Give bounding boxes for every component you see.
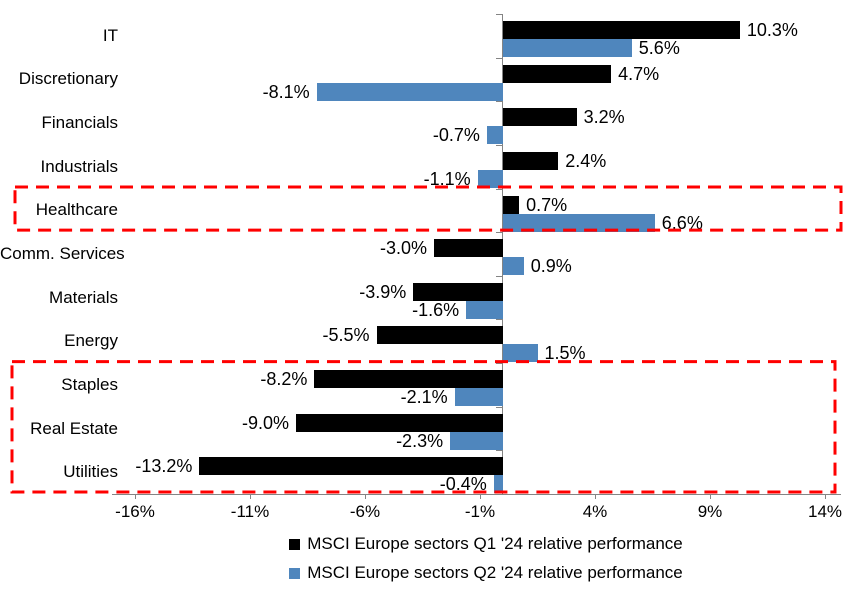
y-axis-tick: [496, 450, 502, 451]
category-label-staples: Staples: [61, 375, 118, 394]
legend-label-q1: MSCI Europe sectors Q1 '24 relative perf…: [307, 534, 683, 553]
category-label-healthcare: Healthcare: [35, 200, 118, 219]
category-label-discretionary: Discretionary: [18, 69, 118, 88]
x-tick-label-14: 14%: [807, 502, 843, 521]
y-axis-tick: [496, 407, 502, 408]
category-label-comm-services: Comm. Services: [0, 244, 125, 263]
bar-q1-materials: [413, 282, 503, 301]
bar-q1-discretionary: [503, 64, 612, 83]
x-tick-label-6: -6%: [349, 502, 381, 521]
category-label-financials: Financials: [41, 113, 118, 132]
value-label-q2-discretionary: -8.1%: [262, 81, 310, 102]
bar-q2-energy: [503, 344, 538, 363]
value-label-q2-industrials: -1.1%: [423, 168, 471, 189]
legend: MSCI Europe sectors Q1 '24 relative perf…: [130, 534, 842, 583]
y-axis-tick: [496, 319, 502, 320]
bar-q2-financials: [486, 126, 503, 145]
bar-q2-staples: [454, 388, 503, 407]
bar-q2-comm-services: [503, 257, 524, 276]
legend-item-q1: MSCI Europe sectors Q1 '24 relative perf…: [289, 534, 683, 554]
bar-q1-staples: [314, 370, 503, 389]
category-label-real-estate: Real Estate: [30, 419, 118, 438]
bar-q2-it: [503, 39, 632, 57]
value-label-q1-discretionary: 4.7%: [618, 63, 660, 84]
bar-q1-healthcare: [503, 195, 520, 214]
x-axis-tick-6: [365, 494, 366, 499]
bar-q2-real-estate: [450, 431, 503, 450]
value-label-q2-materials: -1.6%: [412, 299, 460, 320]
bar-q1-financials: [503, 108, 577, 127]
bar-q1-industrials: [503, 151, 559, 170]
value-label-q1-industrials: 2.4%: [565, 150, 607, 171]
bar-q2-utilities: [493, 475, 503, 494]
value-label-q2-utilities: -0.4%: [439, 474, 487, 495]
bar-q1-energy: [376, 326, 503, 345]
value-label-q2-it: 5.6%: [638, 38, 680, 58]
x-tick-label-16: -16%: [115, 502, 155, 521]
value-label-q1-energy: -5.5%: [322, 325, 370, 346]
x-tick-label-1: -1%: [464, 502, 496, 521]
bar-q1-utilities: [199, 457, 503, 476]
value-label-q1-comm-services: -3.0%: [379, 238, 427, 259]
bar-q2-healthcare: [503, 213, 655, 232]
bar-q1-real-estate: [296, 413, 503, 432]
value-label-q1-financials: 3.2%: [583, 107, 625, 128]
bar-q2-discretionary: [316, 82, 503, 101]
legend-label-q2: MSCI Europe sectors Q2 '24 relative perf…: [307, 563, 683, 582]
x-axis: [112, 494, 841, 495]
y-axis-tick: [496, 101, 502, 102]
value-label-q2-real-estate: -2.3%: [396, 430, 444, 451]
y-axis-tick: [496, 58, 502, 59]
y-axis-tick: [496, 145, 502, 146]
x-tick-label-11: -11%: [230, 502, 270, 521]
y-axis-tick: [496, 494, 502, 495]
y-axis-tick: [496, 189, 502, 190]
legend-swatch-q2-icon: [289, 567, 301, 579]
value-label-q2-healthcare: 6.6%: [661, 212, 703, 233]
legend-swatch-q1-icon: [289, 538, 301, 550]
category-label-it: IT: [102, 26, 118, 45]
category-label-materials: Materials: [49, 288, 118, 307]
y-axis-tick: [496, 276, 502, 277]
value-label-q1-healthcare: 0.7%: [526, 194, 568, 215]
bar-q1-it: [503, 21, 740, 39]
category-label-utilities: Utilities: [63, 462, 118, 481]
value-label-q1-materials: -3.9%: [359, 281, 407, 302]
value-label-q1-utilities: -13.2%: [135, 456, 193, 477]
y-axis-tick: [496, 14, 502, 15]
x-axis-tick-14: [825, 494, 826, 499]
x-tick-label-4: 4%: [582, 502, 608, 521]
x-axis-tick-9: [710, 494, 711, 499]
value-label-q1-staples: -8.2%: [260, 369, 308, 390]
x-axis-tick-4: [595, 494, 596, 499]
value-label-q2-financials: -0.7%: [432, 125, 480, 146]
category-label-energy: Energy: [64, 331, 118, 350]
x-tick-label-9: 9%: [697, 502, 723, 521]
x-axis-tick-1: [480, 494, 481, 499]
bar-q2-industrials: [477, 169, 503, 188]
y-axis-tick: [496, 232, 502, 233]
value-label-q1-it: 10.3%: [746, 20, 798, 40]
bar-q2-materials: [466, 300, 503, 319]
x-axis-tick-11: [250, 494, 251, 499]
category-label-industrials: Industrials: [40, 157, 118, 176]
y-axis-tick: [496, 363, 502, 364]
value-label-q2-staples: -2.1%: [400, 387, 448, 408]
value-label-q1-real-estate: -9.0%: [241, 412, 289, 433]
value-label-q2-comm-services: 0.9%: [530, 256, 572, 277]
value-label-q2-energy: 1.5%: [544, 343, 586, 364]
legend-item-q2: MSCI Europe sectors Q2 '24 relative perf…: [289, 563, 683, 583]
bar-q1-comm-services: [434, 239, 503, 258]
x-axis-tick-16: [135, 494, 136, 499]
